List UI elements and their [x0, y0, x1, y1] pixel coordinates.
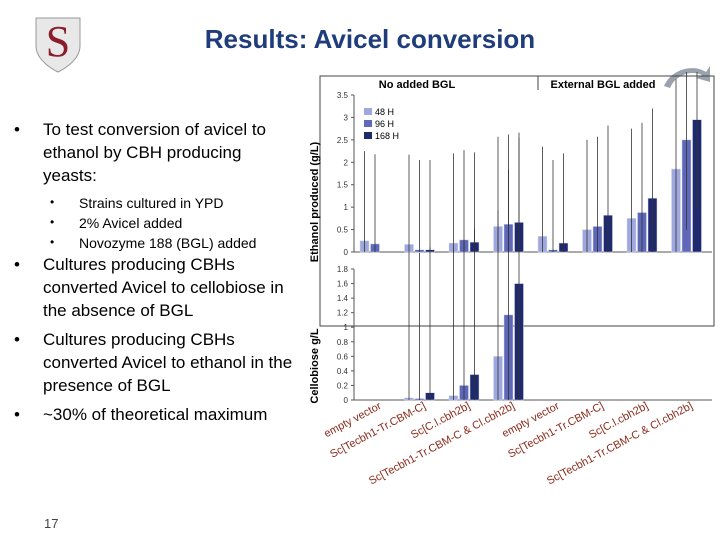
cellobiose-tick-label: 0.8 — [337, 338, 349, 347]
ethanol-tick-label: 1.5 — [337, 181, 349, 190]
bullet-text: ~30% of theoretical maximum — [43, 405, 267, 424]
bullet-list: • To test conversion of avicel to ethanol… — [14, 118, 296, 432]
chart-legend: 48 H 96 H 168 H — [364, 107, 399, 141]
cellobiose-tick-label: 0 — [344, 396, 349, 405]
sub-bullet-item: • Strains cultured in YPD — [14, 193, 296, 213]
bullet-dot-icon: • — [50, 192, 54, 212]
cellobiose-tick-label: 1.4 — [337, 294, 349, 303]
legend-swatch-168h — [364, 132, 372, 139]
cellobiose-tick-label: 0.4 — [337, 367, 349, 376]
avicel-conversion-chart: No added BGL External BGL added Ethanol … — [300, 72, 716, 532]
legend-swatch-96h — [364, 120, 372, 127]
ethanol-tick-label: 0.5 — [337, 226, 349, 235]
ethanol-tick-label: 3 — [344, 113, 349, 122]
cellobiose-tick-label: 0.6 — [337, 352, 349, 361]
cellobiose-tick-label: 1 — [344, 323, 349, 332]
bullet-dot-icon: • — [14, 328, 20, 351]
bullet-item: • Cultures producing CBHs converted Avice… — [14, 328, 296, 397]
legend-swatch-48h — [364, 108, 372, 115]
bullet-item: • ~30% of theoretical maximum — [14, 403, 296, 426]
slide-title: Results: Avicel conversion — [150, 24, 590, 55]
bullet-dot-icon: • — [14, 118, 20, 141]
legend-label-96h: 96 H — [375, 119, 394, 129]
group-label-no-bgl: No added BGL — [379, 79, 456, 91]
sub-bullet-text: Strains cultured in YPD — [79, 195, 223, 211]
group-label-bgl: External BGL added — [551, 79, 656, 91]
bullet-dot-icon: • — [14, 253, 20, 276]
cellobiose-tick-label: 0.2 — [337, 381, 349, 390]
cellobiose-tick-label: 1.8 — [337, 265, 349, 274]
bullet-item: • To test conversion of avicel to ethanol… — [14, 118, 296, 187]
ethanol-tick-label: 3.5 — [337, 91, 349, 100]
legend-label-168h: 168 H — [375, 131, 399, 141]
sub-bullet-item: • Novozyme 188 (BGL) added — [14, 233, 296, 253]
bullet-dot-icon: • — [50, 232, 54, 252]
svg-text:S: S — [46, 17, 70, 66]
ethanol-tick-label: 2 — [344, 158, 349, 167]
cellobiose-tick-label: 1.2 — [337, 309, 349, 318]
ethanol-tick-label: 2.5 — [337, 136, 349, 145]
slide-number: 17 — [44, 516, 58, 531]
cellobiose-tick-label: 1.6 — [337, 280, 349, 289]
university-logo: S — [34, 16, 82, 74]
bullet-text: To test conversion of avicel to ethanol … — [43, 120, 266, 185]
bullet-item: • Cultures producing CBHs converted Avice… — [14, 253, 296, 322]
bullet-dot-icon: • — [14, 403, 20, 426]
sub-bullet-text: 2% Avicel added — [79, 215, 182, 231]
bullet-text: Cultures producing CBHs converted Avicel… — [43, 330, 292, 395]
cellobiose-ylabel: Cellobiose g/L — [309, 328, 321, 403]
ethanol-tick-label: 0 — [344, 248, 349, 257]
sub-bullet-item: • 2% Avicel added — [14, 213, 296, 233]
ethanol-tick-label: 1 — [344, 203, 349, 212]
sub-bullet-text: Novozyme 188 (BGL) added — [79, 235, 256, 251]
bullet-dot-icon: • — [50, 212, 54, 232]
legend-label-48h: 48 H — [375, 107, 394, 117]
bullet-text: Cultures producing CBHs converted Avicel… — [43, 255, 284, 320]
ethanol-ylabel: Ethanol produced (g/L) — [309, 141, 321, 262]
